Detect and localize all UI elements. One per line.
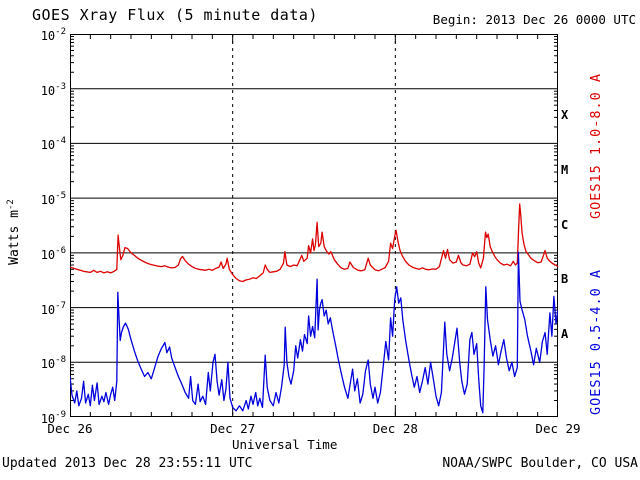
y-tick-label: 10-8 [40, 355, 66, 372]
short-channel-series-line [69, 251, 559, 414]
x-tick-label: Dec 28 [372, 421, 418, 436]
x-axis-label: Universal Time [232, 437, 338, 452]
y-tick-label: 10-9 [40, 410, 66, 426]
x-tick-label: Dec 29 [535, 421, 581, 436]
source-attribution: NOAA/SWPC Boulder, CO USA [442, 456, 638, 471]
flare-class-label-x: X [561, 108, 569, 123]
x-tick-label: Dec 27 [210, 421, 256, 436]
y-tick-label: 10-3 [40, 81, 66, 98]
plot-border [70, 34, 558, 417]
long-channel-series-line [69, 203, 559, 283]
y-tick-label: 10-7 [40, 300, 66, 317]
x-tick-label: Dec 26 [47, 421, 93, 436]
y-tick-label: 10-5 [40, 191, 66, 208]
flare-class-label-a: A [561, 326, 569, 341]
flare-class-label-c: C [561, 217, 569, 232]
updated-timestamp: Updated 2013 Dec 28 23:55:11 UTC [2, 456, 253, 471]
begin-timestamp: Begin: 2013 Dec 26 0000 UTC [432, 12, 636, 27]
page-title: GOES Xray Flux (5 minute data) [32, 6, 318, 24]
flare-class-label-b: B [561, 272, 569, 287]
y-tick-label: 10-6 [40, 245, 66, 262]
y-tick-label: 10-2 [40, 27, 66, 43]
y-tick-label: 10-4 [40, 136, 66, 153]
flare-class-label-m: M [561, 162, 569, 177]
flux-plot-svg [69, 34, 559, 417]
plot-area [69, 34, 559, 417]
